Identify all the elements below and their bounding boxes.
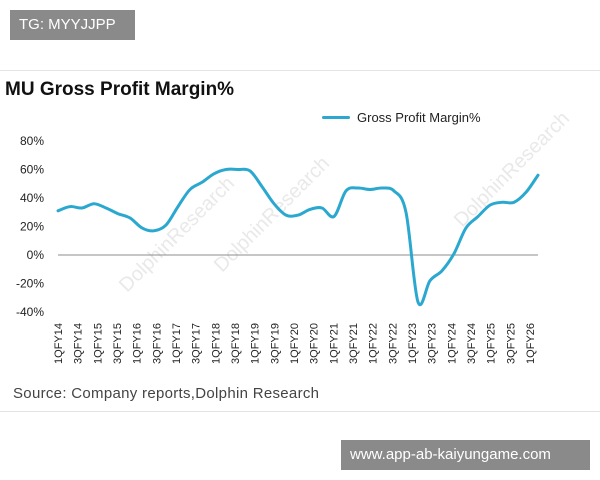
x-tick-label: 1QFY24 bbox=[446, 323, 458, 364]
x-tick-label: 3QFY14 bbox=[73, 323, 85, 364]
x-tick-label: 3QFY22 bbox=[387, 323, 399, 364]
y-tick-label: 40% bbox=[20, 191, 44, 205]
top-tag: TG: MYYJJPP bbox=[10, 10, 135, 40]
x-tick-label: 1QFY26 bbox=[525, 323, 537, 364]
y-tick-label: -20% bbox=[16, 277, 44, 291]
x-tick-label: 3QFY23 bbox=[427, 323, 439, 364]
x-tick-label: 1QFY23 bbox=[407, 323, 419, 364]
chart-legend: Gross Profit Margin% bbox=[322, 110, 481, 125]
series-line-gross-profit-margin bbox=[56, 167, 540, 307]
line-chart: 80% 60% 40% 20% 0% -20% -40% 1QFY14 3QFY14 1QFY15… bbox=[16, 134, 540, 364]
x-tick-label: 3QFY21 bbox=[348, 323, 360, 364]
x-tick-label: 1QFY17 bbox=[171, 323, 183, 364]
x-tick-label: 1QFY20 bbox=[289, 323, 301, 364]
x-tick-label: 3QFY19 bbox=[269, 323, 281, 364]
x-tick-label: 3QFY18 bbox=[230, 323, 242, 364]
chart-card: DolphinResearch DolphinResearch DolphinR… bbox=[0, 70, 600, 412]
y-tick-label: -40% bbox=[16, 305, 44, 319]
x-tick-label: 1QFY19 bbox=[250, 323, 262, 364]
x-tick-label: 3QFY17 bbox=[191, 323, 203, 364]
x-tick-label: 3QFY24 bbox=[466, 323, 478, 364]
y-tick-label: 0% bbox=[27, 248, 45, 262]
y-tick-label: 20% bbox=[20, 220, 44, 234]
y-tick-label: 60% bbox=[20, 163, 44, 177]
x-tick-label: 3QFY16 bbox=[151, 323, 163, 364]
bottom-url-tag: www.app-ab-kaiyungame.com bbox=[341, 440, 590, 470]
legend-label: Gross Profit Margin% bbox=[357, 110, 481, 125]
x-tick-label: 1QFY14 bbox=[53, 323, 65, 364]
x-tick-label: 1QFY22 bbox=[368, 323, 380, 364]
x-tick-label: 1QFY16 bbox=[132, 323, 144, 364]
source-note: Source: Company reports,Dolphin Research bbox=[13, 385, 320, 402]
x-tick-label: 1QFY25 bbox=[486, 323, 498, 364]
x-tick-label: 1QFY15 bbox=[92, 323, 104, 364]
x-tick-label: 3QFY25 bbox=[505, 323, 517, 364]
legend-line-swatch bbox=[322, 116, 350, 119]
x-tick-label: 3QFY15 bbox=[112, 323, 124, 364]
chart-title: MU Gross Profit Margin% bbox=[5, 79, 235, 100]
x-tick-label: 3QFY20 bbox=[309, 323, 321, 364]
x-tick-label: 1QFY18 bbox=[210, 323, 222, 364]
y-tick-label: 80% bbox=[20, 134, 44, 148]
x-tick-label: 1QFY21 bbox=[328, 323, 340, 364]
